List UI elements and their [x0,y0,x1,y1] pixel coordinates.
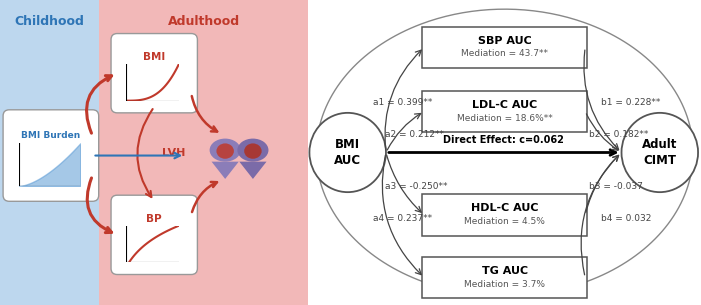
FancyBboxPatch shape [422,195,587,236]
FancyBboxPatch shape [111,195,198,274]
Text: Mediation = 4.5%: Mediation = 4.5% [464,217,545,226]
Ellipse shape [238,138,268,162]
Text: Mediation = 3.7%: Mediation = 3.7% [464,280,545,289]
Text: HDL-C AUC: HDL-C AUC [471,203,538,213]
Text: a4 = 0.237**: a4 = 0.237** [373,214,433,223]
Text: b3 = -0.037: b3 = -0.037 [589,182,643,191]
FancyBboxPatch shape [3,110,99,201]
Text: BMI
AUC: BMI AUC [334,138,361,167]
Text: TG AUC: TG AUC [482,266,528,276]
Text: b1 = 0.228**: b1 = 0.228** [601,99,660,107]
FancyBboxPatch shape [111,34,198,113]
Ellipse shape [622,113,698,192]
Polygon shape [212,162,239,179]
Bar [0,0,99,305]
Text: Mediation = 43.7**: Mediation = 43.7** [461,49,548,59]
FancyBboxPatch shape [422,91,587,132]
Ellipse shape [217,143,234,159]
Text: SBP AUC: SBP AUC [478,36,531,45]
Text: BMI Burden: BMI Burden [21,131,81,140]
Text: b2 = 0.182**: b2 = 0.182** [589,131,648,139]
FancyBboxPatch shape [422,27,587,68]
Text: LVH: LVH [162,148,185,157]
Bar [99,0,308,305]
Polygon shape [239,162,266,179]
Text: b4 = 0.032: b4 = 0.032 [601,214,651,223]
Ellipse shape [309,113,386,192]
FancyBboxPatch shape [422,257,587,298]
Text: Mediation = 18.6%**: Mediation = 18.6%** [457,113,552,123]
Ellipse shape [210,138,240,162]
Text: a3 = -0.250**: a3 = -0.250** [385,182,447,191]
Text: Childhood: Childhood [15,15,84,28]
Text: Adulthood: Adulthood [168,15,240,28]
Text: BP: BP [147,214,162,224]
Text: BMI: BMI [143,52,165,62]
Text: a1 = 0.399**: a1 = 0.399** [373,99,433,107]
Text: LDL-C AUC: LDL-C AUC [472,100,538,109]
Text: a2 = 0.212**: a2 = 0.212** [385,131,444,139]
Ellipse shape [244,143,261,159]
Text: Direct Effect: c=0.062: Direct Effect: c=0.062 [443,135,564,145]
Text: Adult
CIMT: Adult CIMT [642,138,677,167]
